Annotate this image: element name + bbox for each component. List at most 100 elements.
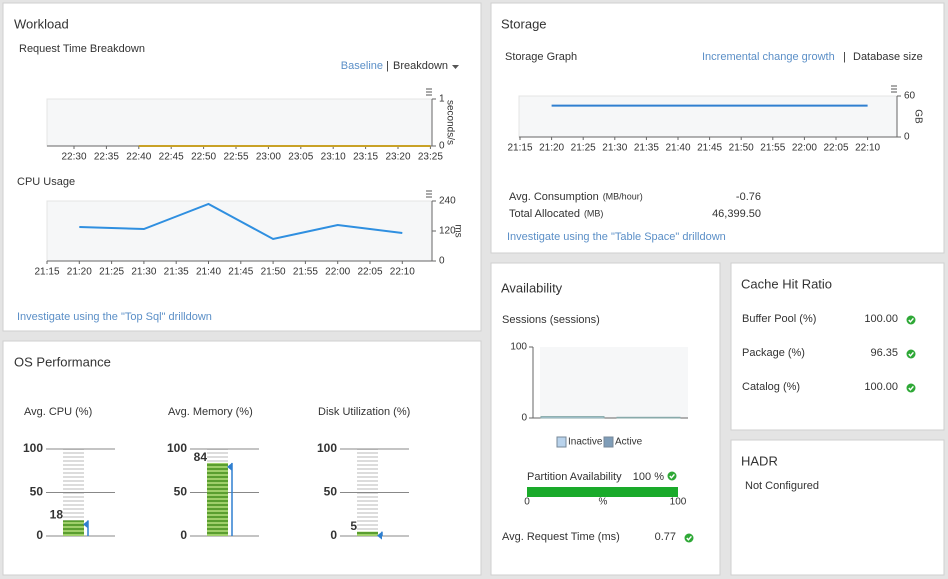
gauge-label: Avg. CPU (%) [24,406,92,418]
ok-tick [908,317,914,323]
data-line [79,202,403,241]
x-tick-label: 21:20 [67,267,92,278]
legend-swatch [556,436,567,448]
x-tick-label: 23:15 [353,152,378,163]
panel-title: Workload [14,16,69,31]
plot-area [46,200,433,262]
separator: | [386,60,389,72]
cache-panel [730,262,945,431]
availability-panel [490,262,721,576]
x-tick-label: 23:25 [418,152,443,163]
x-tick-label: 22:45 [159,152,184,163]
y-tick-label: 0 [904,132,910,143]
x-tick-label: 21:40 [665,143,690,154]
panel-title: Storage [501,16,547,31]
x-tick-label: 22:50 [191,152,216,163]
gauge-value: 84 [194,450,208,464]
metric-value: 100.00 [864,381,898,393]
partition-unit: % [599,497,608,508]
x-tick-label: 21:55 [760,143,785,154]
x-tick-label: 22:55 [223,152,248,163]
y-tick-label: 100 [510,342,527,353]
partition-value: 100 % [633,471,664,483]
gauge-tick-label: 100 [23,441,43,455]
x-tick-label: 23:20 [385,152,410,163]
y-tick-label: 0 [439,141,445,152]
link[interactable]: Incremental change growth [702,51,835,63]
x-tick-label: 21:25 [99,267,124,278]
x-tick-label: 23:10 [321,152,346,163]
stat-value: 46,399.50 [712,208,761,220]
ok-icon [906,383,916,393]
stat-value: -0.76 [736,191,761,203]
x-tick-label: 21:15 [34,267,59,278]
legend-swatch [603,436,614,448]
ok-tick [908,351,914,357]
plot-area [46,98,433,147]
gauge-tick-label: 50 [30,485,44,499]
dropdown-arrow[interactable] [452,65,459,69]
ok-tick [686,535,692,541]
y-axis-label: seconds/s [444,100,455,145]
x-tick-label: 22:30 [61,152,86,163]
ok-icon [906,315,916,325]
plot-area [518,95,898,138]
panel-title: OS Performance [14,354,111,369]
link[interactable]: Database size [853,51,923,63]
stat-label: Total Allocated [509,208,580,220]
chart-title: Request Time Breakdown [19,43,145,55]
x-tick-label: 21:45 [228,267,253,278]
chart-title: Storage Graph [505,51,577,63]
chart-title: CPU Usage [17,176,75,188]
gauge-tick-label: 0 [330,528,337,542]
x-tick-label: 100 [670,497,687,508]
ok-icon [684,533,694,543]
y-tick-label: 60 [904,91,916,102]
gauge-bar [357,531,378,536]
x-tick-label: 21:15 [507,143,532,154]
y-tick-label: 120 [439,226,456,237]
hadr-panel [730,439,945,576]
gauge-value: 18 [50,508,64,522]
ok-tick [669,473,675,479]
x-tick-label: 21:30 [602,143,627,154]
link[interactable]: Investigate using the "Top Sql" drilldow… [17,311,212,323]
x-tick-label: 21:45 [697,143,722,154]
gauge-bar [207,462,228,536]
gauge-label: Avg. Memory (%) [168,406,253,418]
x-tick-label: 21:20 [539,143,564,154]
gauge-bar [63,520,84,536]
gauge-tick-label: 50 [174,485,188,499]
x-tick-label: 22:05 [823,143,848,154]
stat-unit: (MB/hour) [603,191,643,201]
x-tick-label: 22:00 [792,143,817,154]
gauge-marker [83,520,88,529]
link[interactable]: Baseline [341,60,383,72]
x-tick-label: 22:35 [94,152,119,163]
x-tick-label: 22:05 [357,267,382,278]
link[interactable]: Breakdown [393,60,448,72]
metric-value: 0.77 [655,531,676,543]
x-tick-label: 21:50 [261,267,286,278]
legend-label: Inactive [568,437,603,448]
x-tick-label: 21:25 [571,143,596,154]
gauge-tick-label: 100 [317,441,337,455]
partition-bar [527,487,678,497]
separator: | [843,51,846,63]
metric-value: 100.00 [864,313,898,325]
y-tick-label: 240 [439,196,456,207]
stat-label: Avg. Consumption [509,191,599,203]
x-tick-label: 21:40 [196,267,221,278]
panel-title: HADR [741,453,778,468]
x-tick-label: 0 [524,497,530,508]
link[interactable]: Investigate using the "Table Space" dril… [507,231,726,243]
metric-value: 96.35 [870,347,898,359]
y-axis-label: GB [912,109,923,124]
workload-panel [2,2,482,332]
ok-icon [906,349,916,359]
x-tick-label: 21:50 [729,143,754,154]
metric-label: Catalog (%) [742,381,800,393]
x-tick-label: 21:35 [164,267,189,278]
metric-label: Buffer Pool (%) [742,313,816,325]
